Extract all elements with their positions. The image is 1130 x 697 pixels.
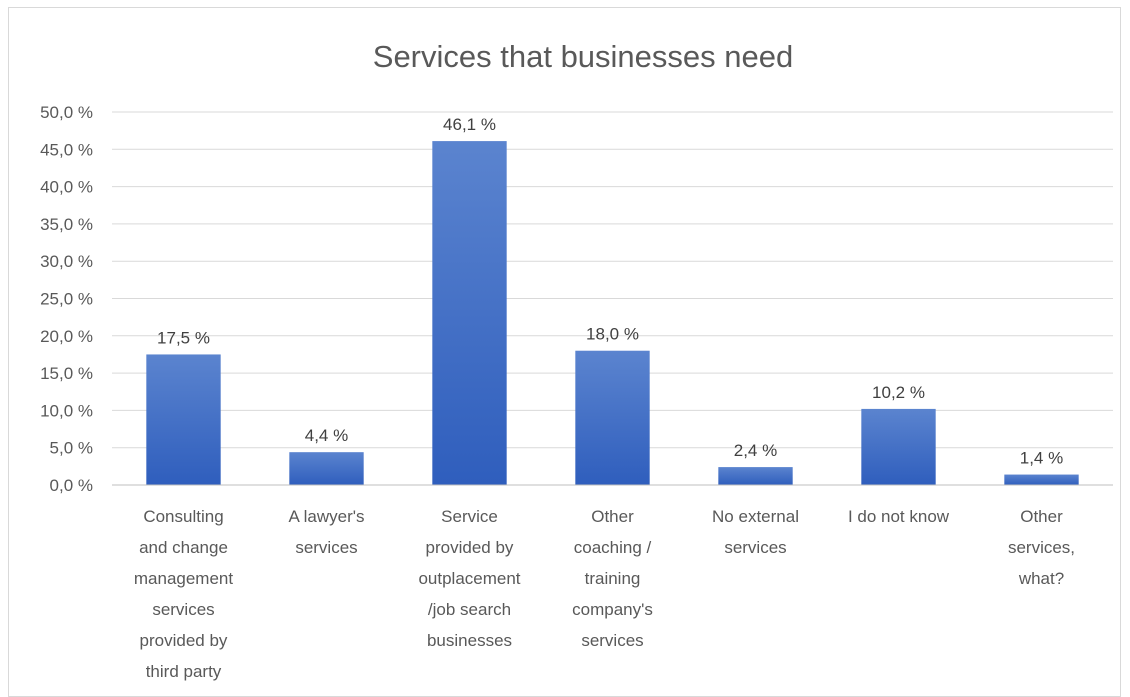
bar bbox=[718, 467, 793, 485]
y-tick-label: 0,0 % bbox=[50, 476, 93, 495]
category-label: A lawyer's services bbox=[289, 507, 365, 557]
category-labels: Consulting and change management services pr… bbox=[134, 507, 1075, 681]
y-axis-ticks: 0,0 % 5,0 % 10,0 % 15,0 % 20,0 % 25,0 % 30,0 %… bbox=[40, 103, 93, 495]
category-label: Consulting and change management services pr… bbox=[134, 507, 234, 681]
y-tick-label: 40,0 % bbox=[40, 178, 93, 197]
y-tick-label: 25,0 % bbox=[40, 290, 93, 309]
y-tick-label: 20,0 % bbox=[40, 327, 93, 346]
data-label: 4,4 % bbox=[305, 426, 348, 445]
y-tick-label: 15,0 % bbox=[40, 364, 93, 383]
y-tick-label: 35,0 % bbox=[40, 215, 93, 234]
category-label: Service provided by outplacement/job searc… bbox=[418, 507, 520, 650]
data-label: 18,0 % bbox=[586, 325, 639, 344]
category-label: Other coaching / training company's services bbox=[572, 507, 653, 650]
category-label: No external services bbox=[712, 507, 799, 557]
bar bbox=[1004, 474, 1079, 485]
category-label: Other services, what? bbox=[1008, 507, 1075, 588]
chart-title: Services that businesses need bbox=[373, 39, 793, 74]
bar bbox=[146, 354, 221, 485]
data-label: 10,2 % bbox=[872, 383, 925, 402]
bar bbox=[575, 350, 650, 485]
data-label: 46,1 % bbox=[443, 115, 496, 134]
bar bbox=[432, 141, 507, 485]
y-tick-label: 30,0 % bbox=[40, 252, 93, 271]
bar bbox=[289, 452, 364, 485]
data-label: 17,5 % bbox=[157, 328, 210, 347]
chart-frame bbox=[8, 7, 1121, 697]
gridlines bbox=[112, 111, 1113, 449]
data-label: 1,4 % bbox=[1020, 449, 1063, 468]
y-tick-label: 50,0 % bbox=[40, 103, 93, 122]
y-tick-label: 5,0 % bbox=[50, 439, 93, 458]
y-tick-label: 45,0 % bbox=[40, 140, 93, 159]
category-label: I do not know bbox=[848, 507, 950, 526]
data-label: 2,4 % bbox=[734, 441, 777, 460]
y-tick-label: 10,0 % bbox=[40, 401, 93, 420]
data-labels: 17,5 % 4,4 % 46,1 % 18,0 % 2,4 % 10,2 % 1,4 % bbox=[157, 115, 1063, 467]
bar bbox=[861, 408, 936, 485]
bars bbox=[146, 141, 1079, 485]
